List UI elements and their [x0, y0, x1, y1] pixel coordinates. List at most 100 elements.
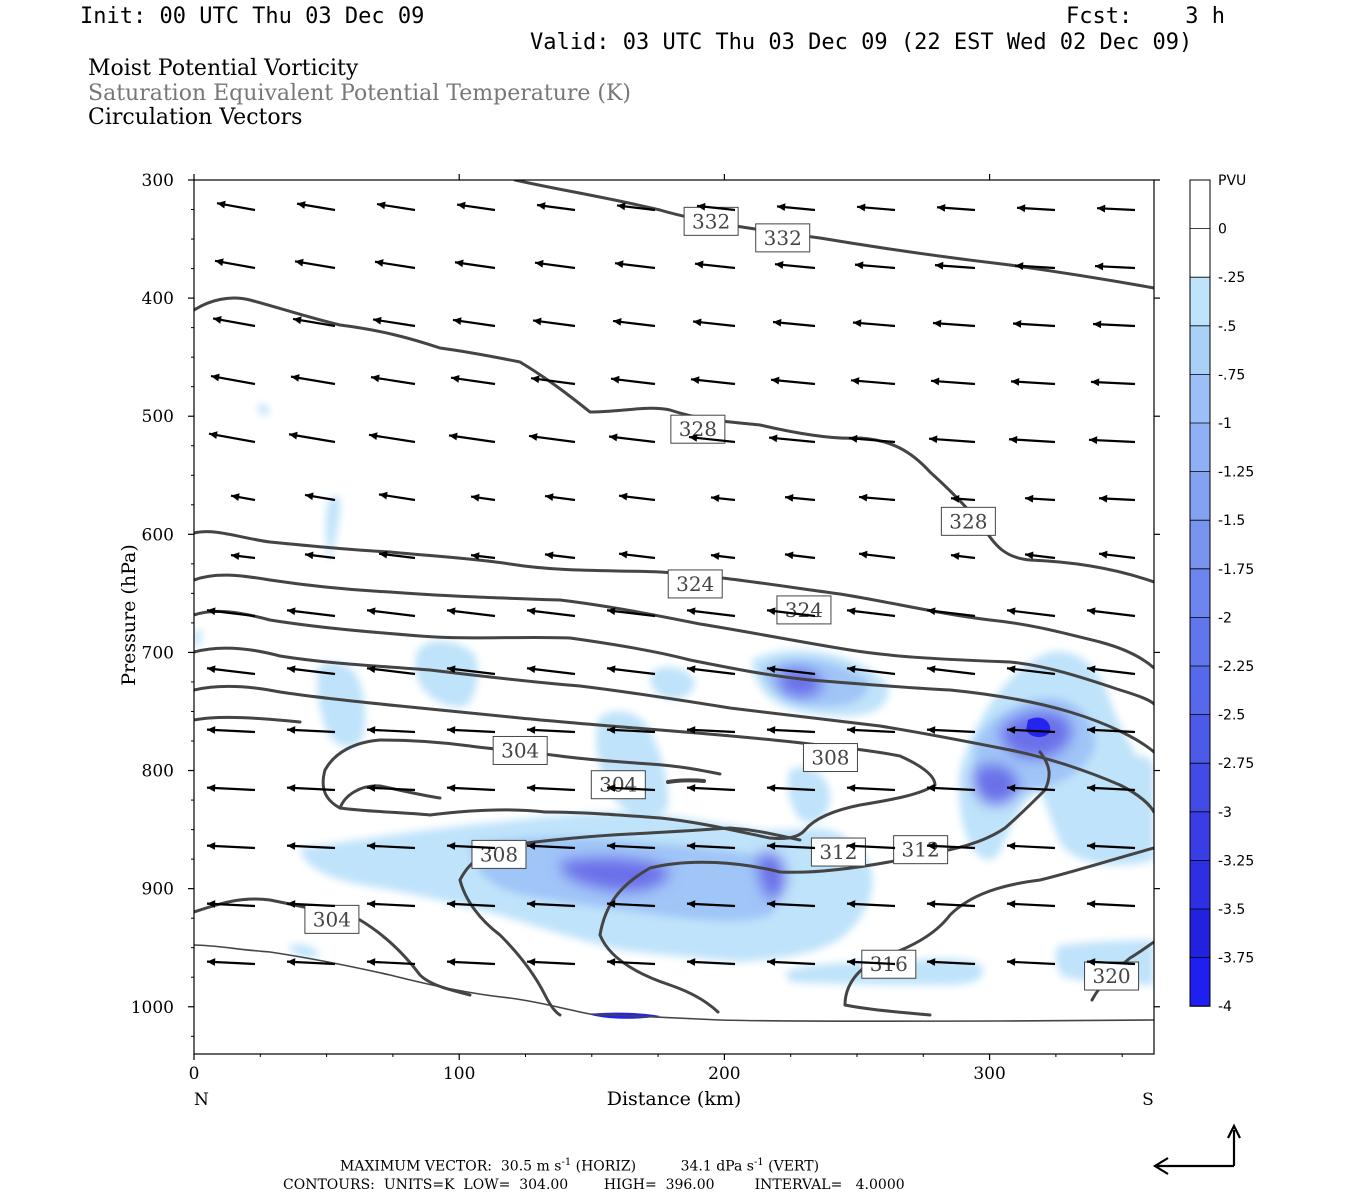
- vector-arrow: [366, 607, 416, 618]
- vector-arrow: [1006, 900, 1056, 908]
- vector-arrow: [526, 958, 576, 966]
- vector-arrow: [774, 261, 816, 270]
- contour-308d: [458, 878, 562, 1017]
- contour-label: 320: [1084, 961, 1140, 991]
- vector-arrow: [526, 784, 576, 792]
- vector-arrow: [1094, 262, 1136, 271]
- vector-arrow: [214, 258, 256, 270]
- contour-332: [513, 180, 1154, 290]
- vector-arrow: [526, 900, 576, 908]
- horiz-unit: (HORIZ): [575, 1158, 637, 1175]
- vector-arrow: [292, 316, 336, 328]
- vector-arrow: [372, 316, 416, 328]
- reference-vector: [1152, 1123, 1241, 1175]
- svg-text:312: 312: [902, 838, 940, 862]
- contour-label: 324: [776, 595, 832, 625]
- vector-arrow: [606, 726, 656, 734]
- vector-arrow: [766, 842, 816, 850]
- vector-arrow: [208, 431, 256, 444]
- vector-arrow: [452, 317, 496, 328]
- vector-arrow: [1090, 378, 1136, 387]
- colorbar-swatch: [1190, 374, 1210, 423]
- pv-colorbar: 0 -.25 -.5 -.75 -1 -1.25 -1.5 -1.75 -2 -2.25 -2.5 -…: [1189, 179, 1254, 1015]
- vector-arrow: [770, 376, 816, 386]
- colorbar-level-label: -2.25: [1218, 659, 1254, 675]
- colorbar-level-label: 0: [1218, 222, 1227, 238]
- vector-arrow: [686, 726, 736, 734]
- contour-units: UNITS=K: [383, 1177, 455, 1193]
- pv-area-6: [787, 767, 831, 823]
- vector-arrow: [926, 958, 976, 966]
- vector-arrow: [766, 900, 816, 908]
- vector-arrow: [216, 200, 256, 212]
- contour-312b: [598, 750, 1051, 937]
- valid-time: Valid: 03 UTC Thu 03 Dec 09 (22 EST Wed …: [530, 30, 1193, 55]
- vector-arrow: [446, 726, 496, 734]
- vert-unit: (VERT): [768, 1158, 820, 1175]
- vector-arrow: [926, 607, 976, 618]
- contour-ground: [194, 944, 1154, 1023]
- vector-arrow: [366, 726, 416, 734]
- vector-arrow: [926, 665, 976, 676]
- vector-arrow: [530, 375, 576, 386]
- y-axis: 300 400 500 600 700 800 900 1000: [131, 171, 1160, 1037]
- vector-arrow: [532, 317, 576, 328]
- vector-arrow: [446, 784, 496, 792]
- vector-arrow: [454, 259, 496, 270]
- vector-arrow: [686, 900, 736, 908]
- vector-arrow: [846, 607, 896, 618]
- vector-arrow: [766, 784, 816, 792]
- max-vector-line: MAXIMUM VECTOR: 30.5 m s-1 (HORIZ) 34.1 …: [340, 1157, 820, 1175]
- contour-interval: INTERVAL= 4.0000: [754, 1177, 905, 1193]
- vector-arrow: [692, 318, 736, 328]
- colorbar-level-label: -2.5: [1218, 708, 1245, 724]
- colorbar-level-label: -1: [1218, 416, 1232, 432]
- vector-arrow: [854, 261, 896, 270]
- colorbar-unit: PVU: [1218, 173, 1246, 189]
- init-time: Init: 00 UTC Thu 03 Dec 09: [80, 4, 425, 29]
- vector-arrow: [1006, 607, 1056, 618]
- colorbar-swatch: [1190, 860, 1210, 909]
- pv-area-14: [194, 630, 202, 648]
- forecast-hour: Fcst: 3 h: [1066, 4, 1225, 29]
- svg-text:320: 320: [1092, 964, 1130, 988]
- vector-arrow: [606, 665, 656, 676]
- vector-arrow: [1088, 436, 1136, 445]
- vector-arrow: [614, 260, 656, 270]
- title-theta: Saturation Equivalent Potential Temperat…: [88, 81, 631, 106]
- vector-arrow: [686, 958, 736, 966]
- vector-arrow: [286, 900, 336, 908]
- contour-label: 304: [492, 735, 548, 765]
- vector-arrow: [536, 202, 576, 212]
- svg-text:304: 304: [313, 907, 351, 931]
- colorbar-level-label: -4: [1218, 999, 1232, 1015]
- title-vectors: Circulation Vectors: [88, 105, 303, 130]
- contour-308a: [194, 715, 302, 724]
- vector-arrow: [286, 842, 336, 850]
- vector-arrow: [290, 374, 336, 386]
- vector-arrow: [686, 784, 736, 792]
- vector-arrow: [1086, 665, 1136, 676]
- title-pv: Moist Potential Vorticity: [88, 56, 359, 81]
- vector-arrow: [846, 900, 896, 908]
- vector-arrow: [606, 607, 656, 618]
- vector-arrow: [606, 900, 656, 908]
- colorbar-level-label: -3: [1218, 805, 1232, 821]
- svg-text:308: 308: [480, 842, 518, 866]
- contour-312: [194, 684, 937, 840]
- vector-arrow: [526, 842, 576, 850]
- colorbar-level-label: -1.75: [1218, 562, 1254, 578]
- vector-arrow: [1006, 784, 1056, 792]
- contour-label: 324: [667, 569, 723, 599]
- contour-label: 312: [893, 835, 949, 865]
- svg-text:324: 324: [785, 598, 823, 622]
- contour-label: 304: [304, 904, 360, 934]
- vector-arrow: [376, 201, 416, 212]
- x-tick-label: 100: [443, 1064, 475, 1084]
- vector-arrow: [772, 318, 816, 328]
- vector-arrow: [1086, 784, 1136, 792]
- vector-arrow: [616, 202, 656, 212]
- vector-arrow: [534, 259, 576, 270]
- vector-arrow: [206, 842, 256, 850]
